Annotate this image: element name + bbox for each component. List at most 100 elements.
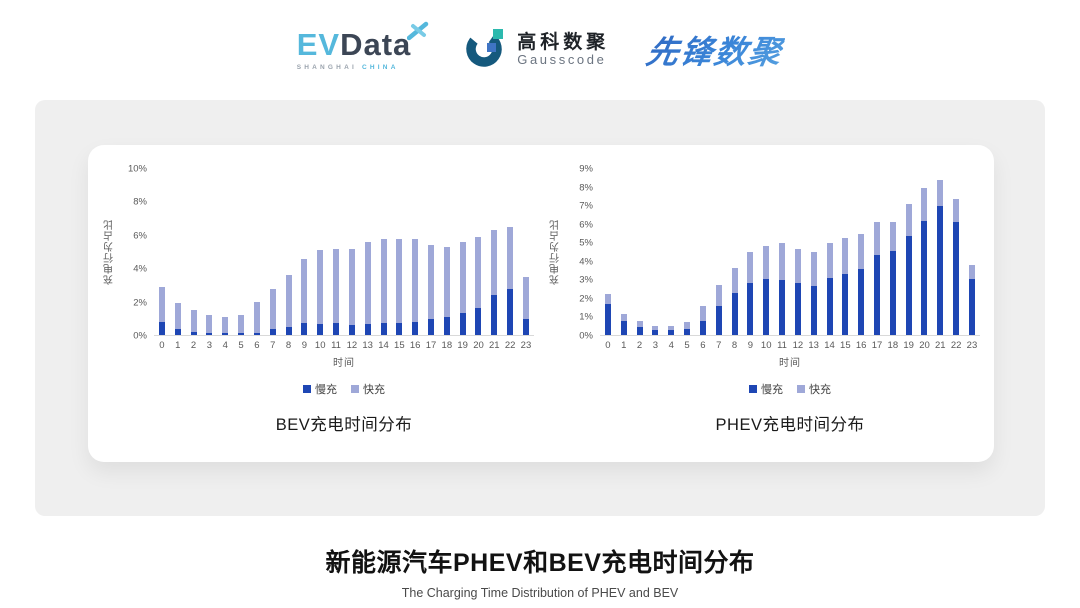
x-tick-label: 6 [254,340,260,351]
stacked-bar-hour-1 [620,169,627,335]
x-tick-label: 16 [855,340,867,351]
evdata-data-text: Data [340,26,412,62]
x-tick-label: 4 [668,340,674,351]
y-tick-label: 7% [579,200,593,212]
bar-slot [679,169,695,335]
bar-segment-fast [921,188,928,221]
bar-segment-slow [475,308,482,335]
bar-segment-fast [475,237,482,309]
charts-card: 充电行为占比 0% 2% 4% 6% 8% 10% 0 1 2 3 4 5 6 7 8 9 10 11 12 13 1… [88,145,994,462]
bar-segment-fast [779,242,786,280]
bar-segment-fast [427,245,434,320]
bar-segment-fast [301,258,308,324]
x-tick-label: 0 [159,340,165,351]
logo-bar: EVData SHANGHAI CHINA 高科数聚 Gausscode 先锋数… [0,0,1080,100]
bar-segment-slow [668,330,675,335]
x-tick-label: 4 [222,340,228,351]
bar-slot [727,169,743,335]
x-tick-label: 19 [903,340,914,351]
bar-slot [869,169,885,335]
x-tick-label: 1 [621,340,627,351]
stacked-bar-hour-16 [858,169,865,335]
stacked-bar-hour-19 [905,169,912,335]
y-axis-title: 充电行为占比 [550,219,562,286]
bar-segment-slow [794,283,801,335]
y-tick-label: 0% [579,330,593,342]
bar-slot [932,169,948,335]
bar-slot [170,169,186,335]
bar-segment-fast [699,305,706,322]
bar-segment-fast [491,230,498,296]
bar-slot [632,169,648,335]
bar-segment-fast [905,204,912,237]
gausscode-logo: 高科数聚 Gausscode [465,27,609,74]
bar-slot [964,169,980,335]
x-tick-label: 22 [950,340,962,351]
bar-segment-slow [779,279,786,335]
bar-segment-fast [269,288,276,330]
bar-segment-slow [238,333,245,335]
stacked-bar-hour-0 [158,169,165,335]
bar-segment-fast [763,246,770,279]
x-tick-label: 5 [684,340,690,351]
x-tick-label: 19 [457,340,468,351]
stacked-bar-hour-18 [889,169,896,335]
plot-area [154,169,534,336]
stacked-bar-hour-4 [222,169,229,335]
evdata-subtext: SHANGHAI CHINA [297,64,412,72]
legend-label: 慢充 [315,384,337,396]
bar-segment-slow [763,278,770,335]
x-tick-label: 12 [346,340,358,351]
bar-slot [471,169,487,335]
x-tick-label: 21 [935,340,946,351]
stacked-bar-hour-6 [253,169,260,335]
x-tick-label: 14 [378,340,389,351]
x-tick-label: 10 [760,340,772,351]
x-tick-label: 14 [824,340,835,351]
stacked-bar-hour-9 [747,169,754,335]
bar-slot [742,169,758,335]
bar-segment-fast [889,221,896,252]
page-title: 新能源汽车PHEV和BEV充电时间分布 [325,549,755,577]
x-tick-label: 23 [966,340,978,351]
bar-slot [265,169,281,335]
x-tick-label: 9 [747,340,754,351]
bar-segment-fast [731,267,738,293]
bar-segment-fast [158,286,165,322]
stacked-bar-hour-22 [507,169,514,335]
bar-segment-fast [459,242,466,314]
stacked-bar-hour-2 [636,169,643,335]
legend-swatch [351,385,359,393]
bar-segment-fast [968,264,975,279]
bar-segment-fast [238,315,245,334]
y-axis-title: 充电行为占比 [104,219,116,286]
x-axis-title: 时间 [779,358,801,369]
y-tick-label: 3% [579,274,593,286]
bar-slot [711,169,727,335]
legend-item-slow: 慢充 [749,381,783,397]
bar-slot [758,169,774,335]
y-tick-label: 1% [579,311,593,323]
legend-label: 快充 [809,384,831,396]
bar-segment-fast [396,238,403,324]
bar-slot [296,169,312,335]
bar-segment-slow [380,323,387,335]
bar-slot [917,169,933,335]
stacked-bar-hour-7 [715,169,722,335]
bar-slot [249,169,265,335]
stacked-bar-hour-17 [873,169,880,335]
bar-slot [663,169,679,335]
gausscode-cn-text: 高科数聚 [517,31,610,53]
x-tick-label: 13 [808,340,819,351]
bar-segment-slow [427,319,434,335]
x-tick-label: 18 [441,340,453,351]
stacked-bar-hour-17 [427,169,434,335]
bar-segment-slow [699,321,706,335]
x-tick-label: 21 [489,340,500,351]
bar-segment-slow [222,333,229,335]
x-axis-ticks: 0 1 2 3 4 5 6 7 8 9 10 11 12 13 14 15 16 17 18 19 20 21 22 23 [600,340,980,351]
bar-segment-fast [348,248,355,326]
stacked-bar-hour-23 [522,169,529,335]
gausscode-g-icon [465,27,507,74]
stacked-bar-hour-19 [459,169,466,335]
